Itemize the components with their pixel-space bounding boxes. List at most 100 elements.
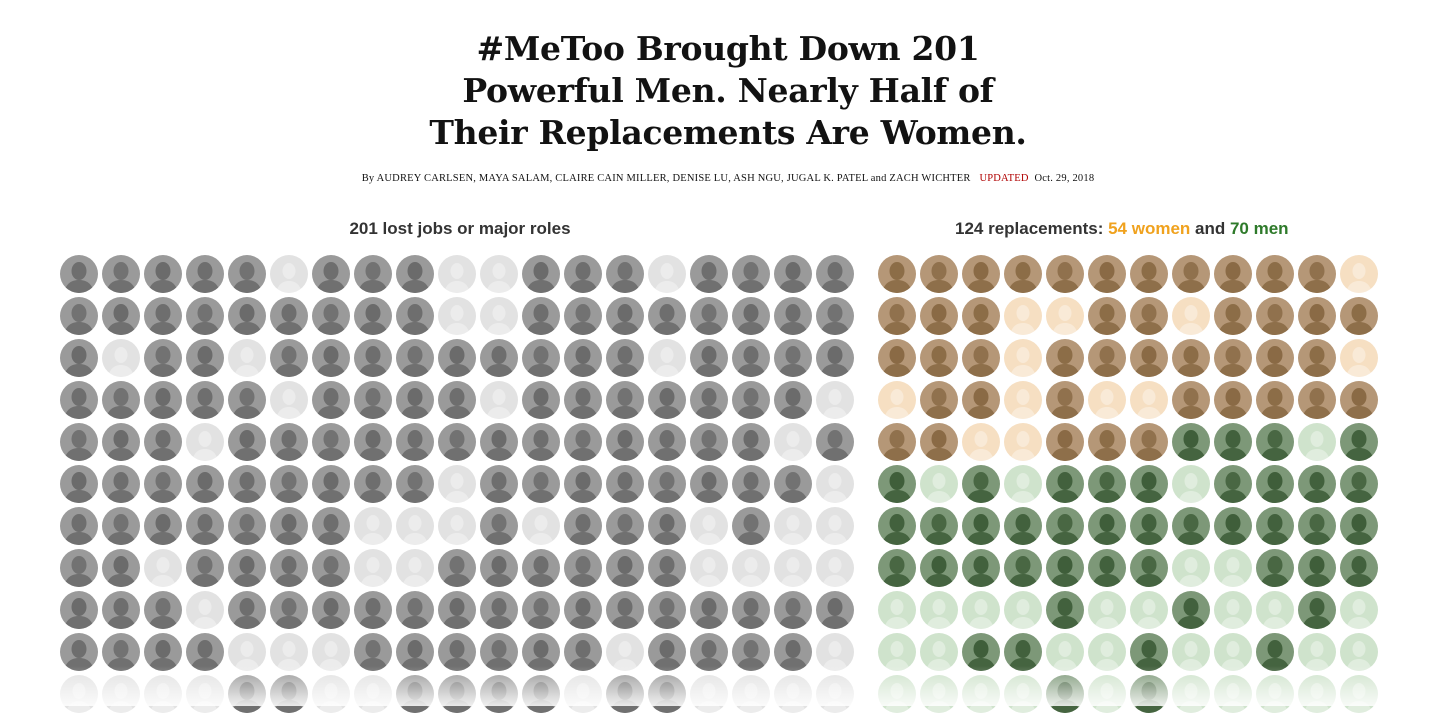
replacement-man-portrait[interactable] bbox=[1214, 507, 1252, 545]
accused-portrait[interactable] bbox=[774, 591, 812, 629]
accused-portrait[interactable] bbox=[816, 591, 854, 629]
replacement-man-portrait[interactable] bbox=[1172, 507, 1210, 545]
accused-portrait[interactable] bbox=[438, 549, 476, 587]
replacement-man-portrait[interactable] bbox=[1046, 591, 1084, 629]
accused-portrait[interactable] bbox=[270, 297, 308, 335]
accused-portrait[interactable] bbox=[60, 297, 98, 335]
accused-portrait[interactable] bbox=[648, 423, 686, 461]
accused-portrait[interactable] bbox=[144, 507, 182, 545]
accused-portrait[interactable] bbox=[732, 423, 770, 461]
replacement-man-portrait[interactable] bbox=[920, 549, 958, 587]
accused-portrait[interactable] bbox=[354, 633, 392, 671]
accused-portrait[interactable] bbox=[144, 381, 182, 419]
accused-portrait[interactable] bbox=[396, 633, 434, 671]
accused-portrait[interactable] bbox=[186, 255, 224, 293]
accused-portrait[interactable] bbox=[60, 381, 98, 419]
accused-portrait[interactable] bbox=[186, 465, 224, 503]
accused-portrait[interactable] bbox=[354, 591, 392, 629]
accused-portrait[interactable] bbox=[144, 591, 182, 629]
accused-portrait[interactable] bbox=[522, 591, 560, 629]
accused-portrait[interactable] bbox=[396, 591, 434, 629]
accused-portrait[interactable] bbox=[396, 465, 434, 503]
accused-portrait[interactable] bbox=[60, 255, 98, 293]
accused-portrait[interactable] bbox=[312, 423, 350, 461]
replacement-woman-portrait[interactable] bbox=[1004, 255, 1042, 293]
replacement-woman-portrait[interactable] bbox=[1256, 297, 1294, 335]
accused-portrait[interactable] bbox=[60, 507, 98, 545]
accused-portrait[interactable] bbox=[438, 591, 476, 629]
accused-portrait[interactable] bbox=[312, 255, 350, 293]
accused-portrait[interactable] bbox=[774, 339, 812, 377]
accused-portrait[interactable] bbox=[480, 675, 518, 713]
accused-portrait[interactable] bbox=[228, 255, 266, 293]
accused-portrait[interactable] bbox=[606, 507, 644, 545]
replacement-man-portrait[interactable] bbox=[1298, 549, 1336, 587]
replacement-woman-portrait[interactable] bbox=[1088, 297, 1126, 335]
accused-portrait[interactable] bbox=[312, 339, 350, 377]
accused-portrait[interactable] bbox=[312, 381, 350, 419]
replacement-woman-portrait[interactable] bbox=[1214, 255, 1252, 293]
accused-portrait[interactable] bbox=[60, 549, 98, 587]
accused-portrait[interactable] bbox=[270, 465, 308, 503]
replacement-woman-portrait[interactable] bbox=[962, 297, 1000, 335]
replacement-woman-portrait[interactable] bbox=[1172, 339, 1210, 377]
accused-portrait[interactable] bbox=[312, 507, 350, 545]
accused-portrait[interactable] bbox=[732, 255, 770, 293]
accused-portrait[interactable] bbox=[522, 465, 560, 503]
replacement-woman-portrait[interactable] bbox=[1214, 297, 1252, 335]
accused-portrait[interactable] bbox=[480, 423, 518, 461]
accused-portrait[interactable] bbox=[522, 549, 560, 587]
accused-portrait[interactable] bbox=[774, 255, 812, 293]
replacement-woman-portrait[interactable] bbox=[1256, 381, 1294, 419]
accused-portrait[interactable] bbox=[60, 591, 98, 629]
accused-portrait[interactable] bbox=[396, 675, 434, 713]
accused-portrait[interactable] bbox=[354, 297, 392, 335]
accused-portrait[interactable] bbox=[354, 465, 392, 503]
accused-portrait[interactable] bbox=[60, 465, 98, 503]
replacement-man-portrait[interactable] bbox=[1340, 549, 1378, 587]
accused-portrait[interactable] bbox=[522, 381, 560, 419]
accused-portrait[interactable] bbox=[816, 423, 854, 461]
accused-portrait[interactable] bbox=[564, 549, 602, 587]
replacement-woman-portrait[interactable] bbox=[1130, 297, 1168, 335]
accused-portrait[interactable] bbox=[564, 633, 602, 671]
accused-portrait[interactable] bbox=[438, 339, 476, 377]
accused-portrait[interactable] bbox=[816, 255, 854, 293]
accused-portrait[interactable] bbox=[312, 297, 350, 335]
accused-portrait[interactable] bbox=[438, 675, 476, 713]
accused-portrait[interactable] bbox=[732, 339, 770, 377]
accused-portrait[interactable] bbox=[396, 381, 434, 419]
replacement-man-portrait[interactable] bbox=[1130, 507, 1168, 545]
replacement-woman-portrait[interactable] bbox=[1046, 255, 1084, 293]
accused-portrait[interactable] bbox=[60, 423, 98, 461]
accused-portrait[interactable] bbox=[522, 675, 560, 713]
replacement-man-portrait[interactable] bbox=[1046, 507, 1084, 545]
replacement-woman-portrait[interactable] bbox=[1214, 339, 1252, 377]
accused-portrait[interactable] bbox=[438, 633, 476, 671]
accused-portrait[interactable] bbox=[102, 591, 140, 629]
accused-portrait[interactable] bbox=[60, 633, 98, 671]
accused-portrait[interactable] bbox=[186, 633, 224, 671]
accused-portrait[interactable] bbox=[648, 675, 686, 713]
replacement-man-portrait[interactable] bbox=[1172, 591, 1210, 629]
accused-portrait[interactable] bbox=[564, 255, 602, 293]
accused-portrait[interactable] bbox=[144, 255, 182, 293]
replacement-woman-portrait[interactable] bbox=[878, 339, 916, 377]
accused-portrait[interactable] bbox=[606, 465, 644, 503]
accused-portrait[interactable] bbox=[144, 465, 182, 503]
accused-portrait[interactable] bbox=[270, 675, 308, 713]
accused-portrait[interactable] bbox=[690, 255, 728, 293]
accused-portrait[interactable] bbox=[102, 507, 140, 545]
replacement-woman-portrait[interactable] bbox=[1046, 381, 1084, 419]
accused-portrait[interactable] bbox=[354, 339, 392, 377]
replacement-woman-portrait[interactable] bbox=[878, 255, 916, 293]
accused-portrait[interactable] bbox=[732, 591, 770, 629]
replacement-man-portrait[interactable] bbox=[1256, 465, 1294, 503]
accused-portrait[interactable] bbox=[522, 339, 560, 377]
replacement-man-portrait[interactable] bbox=[962, 465, 1000, 503]
replacement-man-portrait[interactable] bbox=[1046, 549, 1084, 587]
accused-portrait[interactable] bbox=[228, 549, 266, 587]
replacement-man-portrait[interactable] bbox=[878, 549, 916, 587]
replacement-man-portrait[interactable] bbox=[1046, 675, 1084, 713]
accused-portrait[interactable] bbox=[228, 675, 266, 713]
